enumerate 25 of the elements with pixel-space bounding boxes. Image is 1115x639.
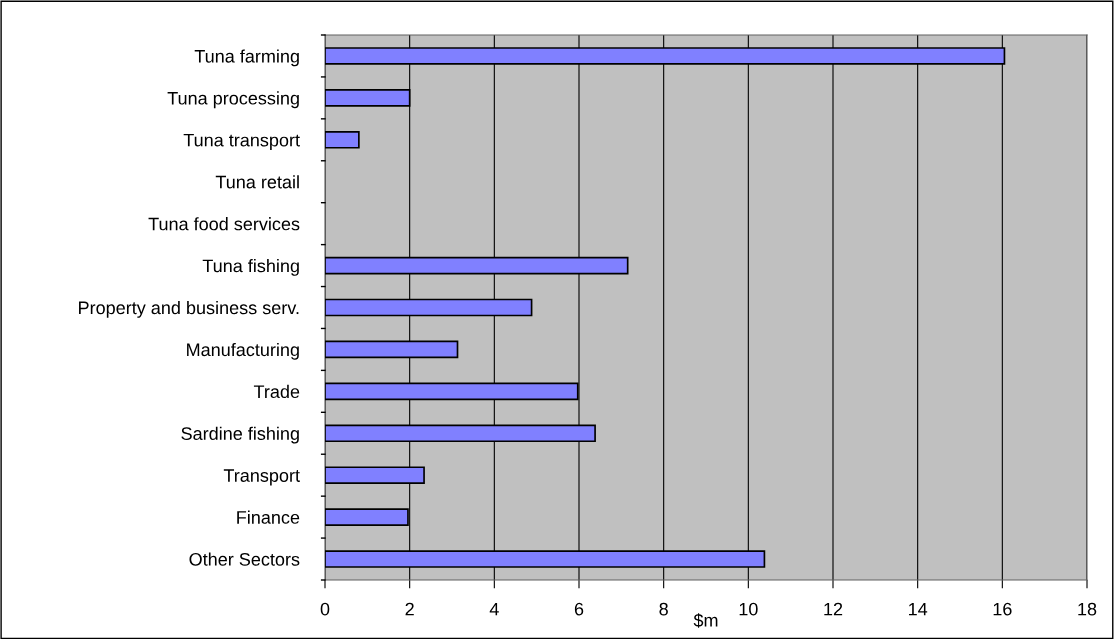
- y-tick-label: Tuna transport: [183, 133, 300, 151]
- y-tick-label: Tuna retail: [215, 175, 299, 189]
- bar: [325, 131, 360, 149]
- x-tick-label: 4: [489, 602, 499, 616]
- x-tick-label: 0: [320, 602, 330, 616]
- x-tick-label: 2: [405, 602, 414, 616]
- x-axis-title: $m: [693, 613, 718, 628]
- y-tick-label: Trade: [253, 384, 300, 399]
- y-tick-label: Tuna fishing: [202, 259, 299, 276]
- y-tick-label: Property and business serv.: [79, 300, 299, 318]
- y-tick-label: Tuna farming: [194, 49, 299, 67]
- y-tick-label: Tuna food services: [148, 217, 300, 231]
- y-tick-label: Finance: [237, 510, 300, 524]
- y-tick-label: Tuna processing: [167, 91, 299, 109]
- x-tick-label: 18: [1078, 602, 1097, 616]
- x-tick-label: 10: [739, 602, 758, 616]
- x-tick-label: 8: [659, 602, 668, 616]
- x-tick-label: 6: [574, 602, 584, 616]
- x-tick-label: 16: [993, 602, 1012, 616]
- y-tick-label: Transport: [223, 469, 300, 486]
- x-tick-label: 14: [909, 602, 928, 616]
- x-tick-label: 12: [824, 602, 843, 616]
- y-tick-label: Sardine fishing: [181, 426, 299, 444]
- y-tick-label: Manufacturing: [187, 342, 299, 360]
- y-tick-label: Other Sectors: [189, 552, 300, 566]
